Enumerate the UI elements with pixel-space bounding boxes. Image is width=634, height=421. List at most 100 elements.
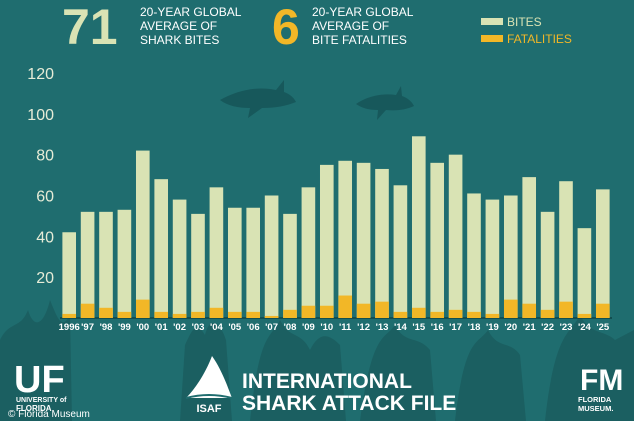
bar-fatalities: [430, 311, 445, 318]
x-tick-label: '98: [100, 322, 113, 333]
bar-bites: [191, 213, 205, 318]
x-tick-label: '11: [339, 322, 352, 333]
legend-label-fatalities: FATALITIES: [507, 32, 572, 46]
y-tick-label: 80: [36, 148, 54, 165]
title-line2: SHARK ATTACK FILE: [242, 392, 456, 415]
shark-fin-icon: [186, 356, 232, 398]
bar-fatalities: [577, 313, 592, 318]
bar-bites: [209, 187, 224, 318]
bar-bites: [540, 211, 555, 318]
y-tick-label: 60: [36, 189, 54, 206]
x-tick-label: '06: [247, 322, 260, 333]
bar-fatalities: [283, 309, 297, 318]
x-tick-label: '97: [81, 322, 94, 333]
stat-bites-value: 71: [62, 0, 118, 55]
isaf-label: ISAF: [196, 403, 221, 415]
x-tick-label: '05: [228, 322, 242, 333]
bar-fatalities: [540, 309, 555, 318]
title-line1: INTERNATIONAL: [242, 370, 412, 393]
bar-fatalities: [503, 299, 518, 318]
x-tick-label: '03: [192, 322, 205, 333]
bar-bites: [227, 207, 242, 318]
bar-fatalities: [135, 299, 150, 318]
bar-fatalities: [467, 311, 481, 318]
bar-bites: [356, 162, 371, 318]
bar-bites: [319, 164, 334, 318]
x-tick-label: '17: [449, 322, 462, 333]
bar-fatalities: [356, 303, 371, 318]
x-tick-label: '12: [357, 322, 370, 333]
bar-fatalities: [522, 303, 537, 318]
museum-logo-mark: FM: [580, 364, 623, 397]
x-tick-label: '22: [541, 322, 554, 333]
bar-bites: [485, 199, 500, 318]
y-axis: 20 40 60 80 100 120: [27, 66, 54, 287]
bar-bites: [283, 213, 297, 318]
bar-bites: [80, 211, 95, 318]
x-tick-label: '20: [504, 322, 517, 333]
legend-swatch-bites: [481, 18, 503, 25]
bar-fatalities: [319, 305, 334, 318]
x-tick-label: '02: [173, 322, 186, 333]
x-axis: 1996'97 '98 '99 '00 '01 '02 '03 '04 '05 '06 '07 '08…: [59, 322, 610, 333]
bar-fatalities: [448, 309, 463, 318]
bar-bites: [62, 232, 77, 318]
bar-bites: [246, 207, 261, 318]
bar-bites: [99, 211, 113, 318]
uf-logo-mark: UF: [14, 359, 65, 401]
bars-group: [62, 136, 610, 318]
x-tick-label: '99: [118, 322, 131, 333]
x-tick-label: '19: [486, 322, 499, 333]
y-tick-label: 120: [27, 66, 54, 83]
shark-silhouette-2: [356, 86, 414, 120]
bar-bites: [448, 154, 463, 318]
bar-fatalities: [375, 301, 389, 318]
stat-fatalities-line3: BITE FATALITIES: [312, 33, 407, 47]
florida-museum-logo: FM FLORIDA MUSEUM.: [578, 364, 623, 413]
x-tick-label: '16: [431, 322, 444, 333]
shark-silhouette-1: [220, 80, 296, 118]
x-tick-label: '10: [320, 322, 333, 333]
stat-bites-line2: AVERAGE OF: [140, 19, 217, 33]
y-tick-label: 20: [36, 270, 54, 287]
x-tick-label: '24: [578, 322, 592, 333]
x-tick-label: '00: [136, 322, 149, 333]
bar-fatalities: [154, 311, 169, 318]
bar-fatalities: [117, 311, 132, 318]
bar-bites: [264, 195, 279, 318]
x-tick-label: '15: [412, 322, 426, 333]
bar-fatalities: [559, 301, 573, 318]
museum-line2: MUSEUM.: [578, 404, 613, 413]
bar-bites: [172, 199, 187, 318]
bar-fatalities: [264, 315, 279, 318]
bar-bites: [301, 187, 316, 318]
x-tick-label: '25: [596, 322, 610, 333]
bar-fatalities: [301, 305, 316, 318]
y-tick-label: 40: [36, 229, 54, 246]
x-tick-label: '23: [560, 322, 573, 333]
bar-bites: [559, 181, 573, 318]
stat-bites-line3: SHARK BITES: [140, 33, 219, 47]
bar-bites: [503, 195, 518, 318]
x-tick-label: '01: [155, 322, 169, 333]
uf-logo-sub2: FLORIDA: [16, 404, 52, 413]
bar-fatalities: [99, 307, 113, 318]
x-tick-label: 1996: [59, 322, 80, 333]
uf-logo: UF UNIVERSITY of FLORIDA: [14, 359, 67, 413]
bar-bites: [411, 136, 426, 318]
stat-bites-line1: 20-YEAR GLOBAL: [140, 5, 242, 19]
x-tick-label: '07: [265, 322, 278, 333]
museum-line1: FLORIDA: [578, 395, 612, 404]
bar-bites: [135, 150, 150, 318]
bar-bites: [117, 209, 132, 318]
x-tick-label: '09: [302, 322, 315, 333]
bar-bites: [393, 185, 408, 318]
x-tick-label: '18: [468, 322, 481, 333]
bar-bites: [595, 189, 610, 318]
stat-fatalities-line1: 20-YEAR GLOBAL: [312, 5, 414, 19]
x-tick-label: '21: [523, 322, 537, 333]
bar-fatalities: [172, 313, 187, 318]
stat-fatalities-line2: AVERAGE OF: [312, 19, 389, 33]
bar-fatalities: [227, 311, 242, 318]
